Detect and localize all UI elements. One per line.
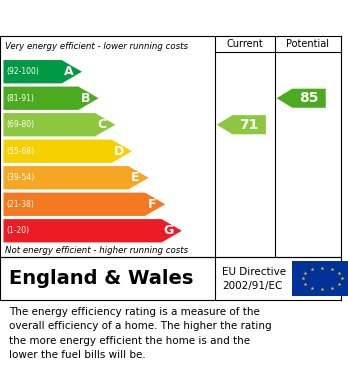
Text: C: C <box>97 118 107 131</box>
Text: (81-91): (81-91) <box>6 94 34 103</box>
Text: F: F <box>148 198 156 211</box>
Polygon shape <box>3 60 82 83</box>
Text: EU Directive: EU Directive <box>222 267 286 277</box>
Text: Very energy efficient - lower running costs: Very energy efficient - lower running co… <box>5 42 188 51</box>
Text: G: G <box>164 224 174 237</box>
Text: (69-80): (69-80) <box>6 120 34 129</box>
Bar <box>292 261 348 296</box>
Polygon shape <box>3 113 115 136</box>
Text: 71: 71 <box>239 118 259 132</box>
Text: Energy Efficiency Rating: Energy Efficiency Rating <box>9 9 238 27</box>
Polygon shape <box>3 140 132 163</box>
Text: (39-54): (39-54) <box>6 173 34 182</box>
Polygon shape <box>217 115 266 134</box>
Text: 2002/91/EC: 2002/91/EC <box>222 281 282 291</box>
Text: The energy efficiency rating is a measure of the
overall efficiency of a home. T: The energy efficiency rating is a measur… <box>9 307 271 360</box>
Text: Not energy efficient - higher running costs: Not energy efficient - higher running co… <box>5 246 188 255</box>
Text: Potential: Potential <box>286 39 330 49</box>
Text: 85: 85 <box>299 91 319 105</box>
Text: E: E <box>131 171 140 184</box>
Text: (55-68): (55-68) <box>6 147 34 156</box>
Text: England & Wales: England & Wales <box>9 269 193 288</box>
Polygon shape <box>3 193 165 216</box>
Polygon shape <box>3 86 98 110</box>
Text: A: A <box>64 65 74 78</box>
Polygon shape <box>277 89 326 108</box>
Text: Current: Current <box>227 39 263 49</box>
Text: B: B <box>81 92 90 105</box>
Text: (21-38): (21-38) <box>6 200 34 209</box>
Polygon shape <box>3 166 149 189</box>
Text: (92-100): (92-100) <box>6 67 39 76</box>
Polygon shape <box>3 219 182 242</box>
Text: (1-20): (1-20) <box>6 226 29 235</box>
Text: D: D <box>114 145 124 158</box>
